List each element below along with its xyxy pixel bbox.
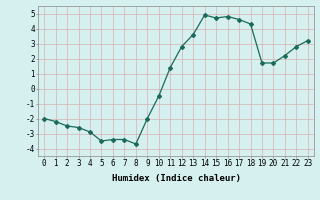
X-axis label: Humidex (Indice chaleur): Humidex (Indice chaleur) (111, 174, 241, 183)
